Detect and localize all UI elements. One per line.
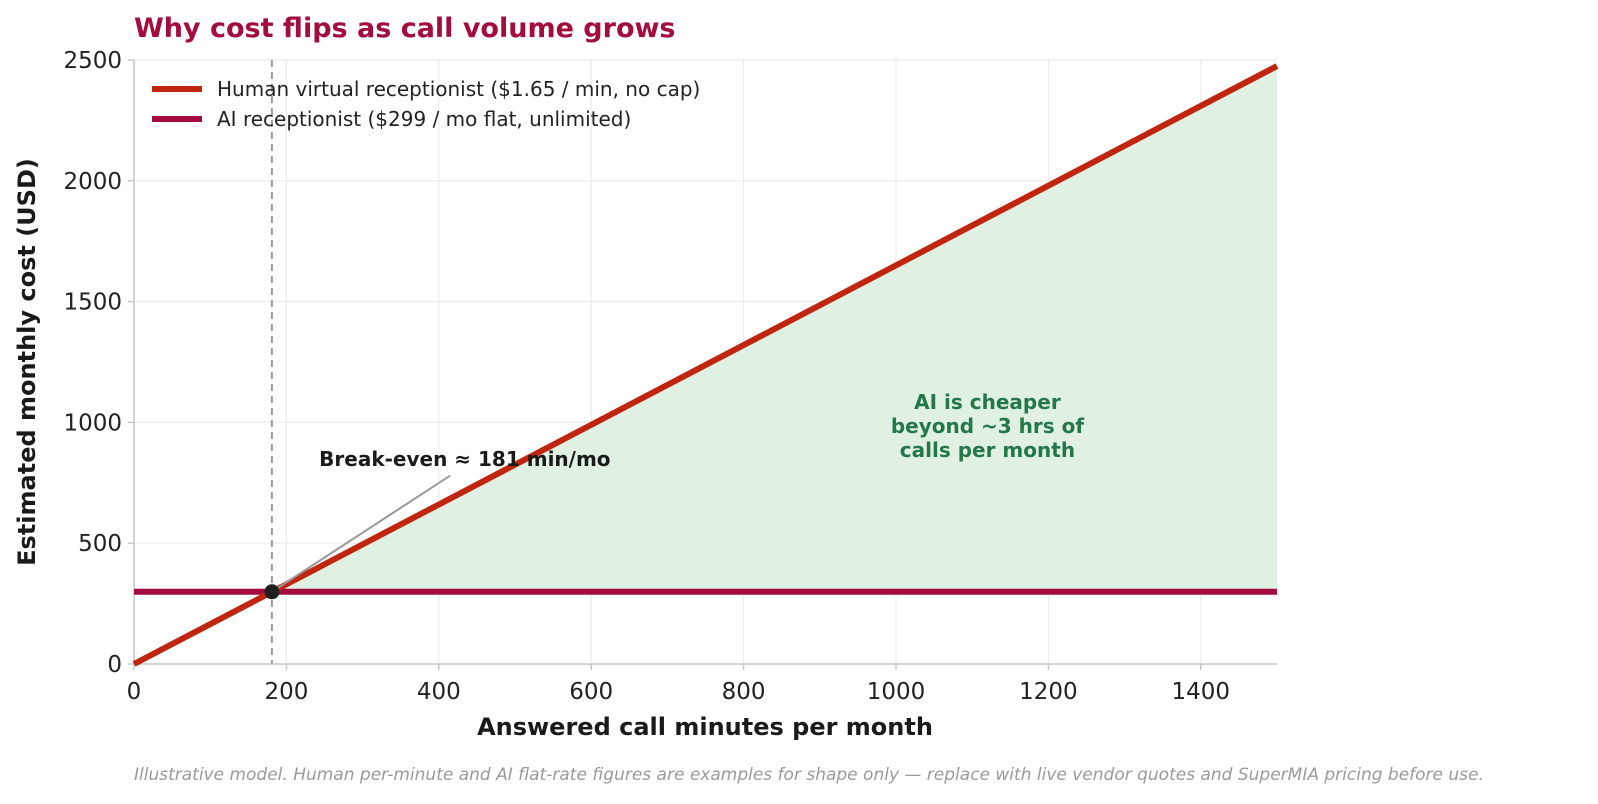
break-even-leader-line [271,474,451,593]
y-tick-label-1500: 1500 [63,290,122,316]
break-even-point [264,584,280,600]
y-ticks: 0 500 1000 1500 2000 2500 [63,48,134,678]
legend-label-2: AI receptionist ($299 / mo flat, unlimit… [217,107,631,131]
footnote: Illustrative model. Human per-minute and… [134,765,1484,785]
x-tick-label-0: 0 [127,679,142,705]
x-tick-label-1200: 1200 [1019,679,1078,705]
x-tick-label-400: 400 [417,679,461,705]
ai-cheaper-label-line-2: beyond ~3 hrs of [891,414,1085,438]
ai-cheaper-label-line-3: calls per month [900,438,1075,462]
legend-label-1: Human virtual receptionist ($1.65 / min,… [217,77,700,101]
chart-title: Why cost flips as call volume grows [134,13,676,44]
human-receptionist-line [132,63,1279,667]
y-axis-label: Estimated monthly cost (USD) [13,158,41,566]
y-tick-label-0: 0 [107,652,122,678]
y-tick-label-500: 500 [78,531,122,557]
y-tick-label-2000: 2000 [63,169,122,195]
ai-cheaper-label: AI is cheaper beyond ~3 hrs of calls per m… [891,390,1085,462]
x-tick-label-800: 800 [722,679,766,705]
x-ticks: 0 200 400 600 800 1000 1200 1400 [127,664,1230,705]
x-tick-label-1400: 1400 [1172,679,1231,705]
x-tick-label-1000: 1000 [867,679,926,705]
y-tick-label-2500: 2500 [63,48,122,74]
legend: Human virtual receptionist ($1.65 / min,… [152,77,700,131]
x-axis-label: Answered call minutes per month [477,713,933,741]
y-tick-label-1000: 1000 [63,410,122,436]
series-lines [132,63,1279,667]
break-even-label: Break-even ≈ 181 min/mo [319,447,610,471]
x-tick-label-200: 200 [264,679,308,705]
x-tick-label-600: 600 [569,679,613,705]
ai-cheaper-label-line-1: AI is cheaper [914,390,1061,414]
